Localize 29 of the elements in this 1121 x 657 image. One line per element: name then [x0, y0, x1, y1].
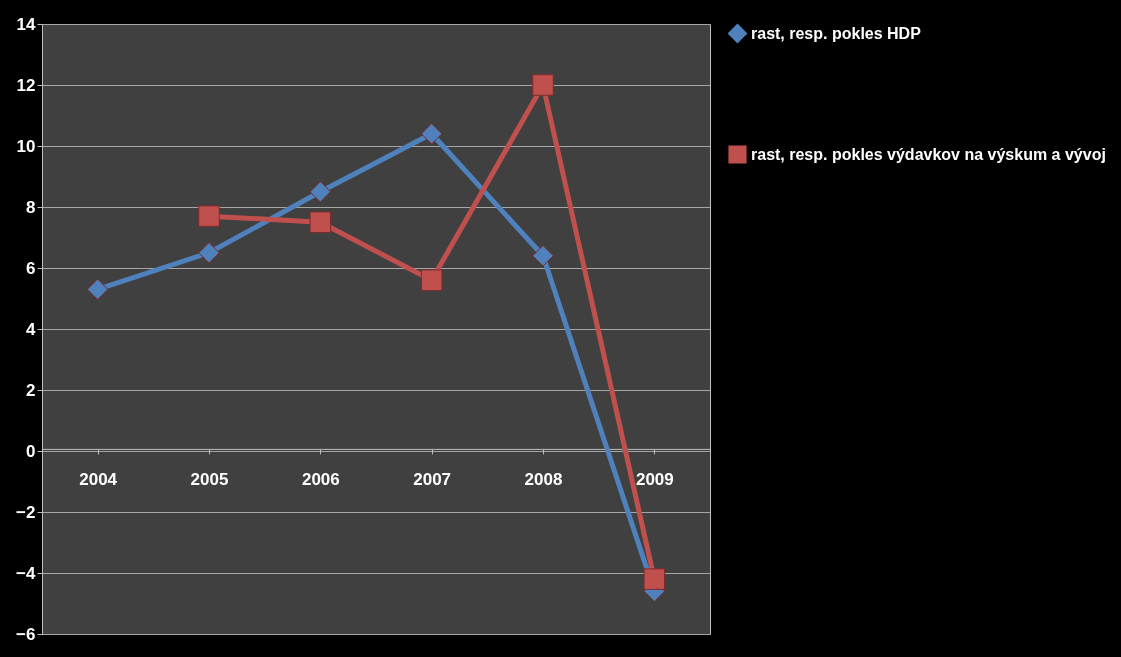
y-tick-label: 0 [26, 441, 36, 461]
point [532, 74, 554, 96]
y-tick-label: 8 [26, 197, 36, 217]
point [643, 568, 666, 590]
y-tick-label: 4 [26, 319, 37, 339]
x-tick-label: 2007 [413, 470, 452, 490]
legend-label: rast, resp. pokles HDP [751, 24, 922, 42]
y-tick-label: −2 [16, 502, 36, 522]
point [309, 211, 332, 233]
point [86, 278, 109, 301]
x-tick-label: 2009 [635, 470, 674, 490]
x-tick-label: 2008 [524, 470, 563, 490]
point [309, 181, 332, 203]
x-tick-label: 2005 [190, 470, 229, 490]
y-tick-label: 2 [26, 380, 36, 400]
point [420, 123, 443, 145]
legend-label: rast, resp. pokles výdavkov na výskum a vývoj [751, 145, 1106, 163]
y-tick-label: −6 [16, 624, 36, 644]
y-tick-label: 12 [16, 75, 36, 95]
y-tick-label: 10 [16, 136, 36, 156]
y-tick-label: −4 [16, 563, 37, 583]
point [198, 205, 220, 227]
x-tick-label: 2004 [79, 470, 118, 490]
x-tick-label: 2006 [301, 470, 340, 490]
point [532, 245, 554, 267]
point [420, 269, 443, 291]
point [198, 242, 220, 264]
y-tick-label: 6 [26, 258, 36, 278]
y-tick-label: 14 [16, 14, 37, 34]
